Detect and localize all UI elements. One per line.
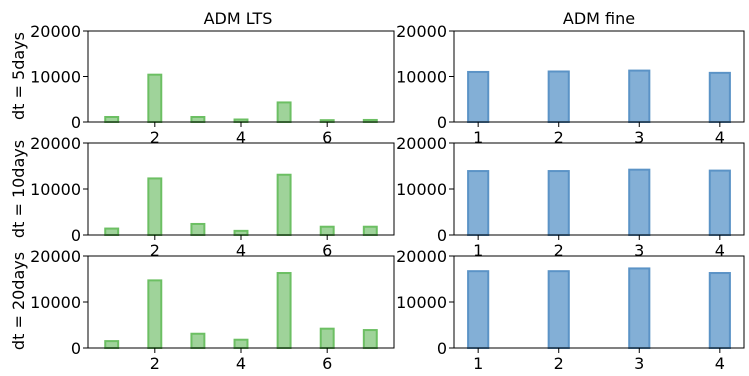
axes-frame-fine_20 <box>453 255 745 349</box>
axes-frame-fine_5 <box>453 30 745 123</box>
panel-lts_5: 0 10000 20000 2 4 6 <box>30 22 395 147</box>
ytick-label-fine_20-0: 0 <box>437 339 447 358</box>
panel-lts_20: 0 10000 20000 2 4 6 <box>30 247 395 373</box>
ytick-label-fine_5-2: 20000 <box>396 22 447 41</box>
bar-fine_20-1 <box>467 270 490 349</box>
bar-lts_5-5 <box>276 101 292 123</box>
ytick-label-lts_10-2: 20000 <box>30 134 81 153</box>
ytick-label-fine_10-1: 10000 <box>396 180 447 199</box>
xtick-label-fine_5-0: 1 <box>473 128 483 147</box>
xtick-label-fine_10-2: 3 <box>634 241 644 260</box>
panel-fine_20: 0 10000 20000 1 2 3 4 <box>396 247 745 373</box>
xtick-label-fine_5-2: 3 <box>634 128 644 147</box>
ytick-label-fine_5-0: 0 <box>437 113 447 132</box>
xtick-label-fine_20-1: 2 <box>554 354 564 372</box>
bar-lts_5-1 <box>104 115 120 124</box>
ytick-label-lts_10-0: 0 <box>71 226 81 245</box>
ytick-label-lts_5-2: 20000 <box>30 22 81 41</box>
row-label-5days: dt = 5days <box>9 32 28 120</box>
bar-lts_20-1 <box>104 340 120 350</box>
xtick-label-fine_10-0: 1 <box>473 241 483 260</box>
ytick-label-fine_10-0: 0 <box>437 226 447 245</box>
ytick-label-lts_5-0: 0 <box>71 113 81 132</box>
bar-fine_20-3 <box>628 267 651 350</box>
bar-fine_5-1 <box>467 70 490 123</box>
xtick-label-lts_10-0: 2 <box>150 241 160 260</box>
bar-fine_10-4 <box>708 169 731 237</box>
xtick-label-fine_20-3: 4 <box>715 354 725 372</box>
xtick-label-lts_10-1: 4 <box>236 241 246 260</box>
xtick-label-lts_5-0: 2 <box>150 128 160 147</box>
ytick-label-lts_10-1: 10000 <box>30 180 81 199</box>
bar-lts_20-7 <box>362 329 378 349</box>
ytick-label-lts_20-0: 0 <box>71 339 81 358</box>
bar-fine_10-1 <box>467 170 490 236</box>
bar-lts_5-3 <box>190 115 206 124</box>
xtick-label-fine_20-0: 1 <box>473 354 483 372</box>
panel-fine_5: 0 10000 20000 1 2 3 4 <box>396 22 745 147</box>
bar-fine_10-3 <box>628 168 651 236</box>
bar-lts_20-3 <box>190 332 206 349</box>
ytick-label-lts_20-2: 20000 <box>30 247 81 266</box>
xtick-label-fine_5-3: 4 <box>715 128 725 147</box>
bar-lts_10-3 <box>190 222 206 237</box>
column-title-lts: ADM LTS <box>204 9 273 28</box>
bar-lts_20-2 <box>147 279 163 350</box>
xtick-label-fine_20-2: 3 <box>634 354 644 372</box>
ytick-label-lts_20-1: 10000 <box>30 293 81 312</box>
row-label-10days: dt = 10days <box>9 140 28 238</box>
xtick-label-lts_5-1: 4 <box>236 128 246 147</box>
xtick-label-lts_10-2: 6 <box>322 241 332 260</box>
ytick-label-fine_5-1: 10000 <box>396 68 447 87</box>
xtick-label-lts_5-2: 6 <box>322 128 332 147</box>
panel-lts_10: 0 10000 20000 2 4 6 <box>30 134 395 260</box>
xtick-label-lts_20-2: 6 <box>322 354 332 372</box>
xtick-label-fine_10-3: 4 <box>715 241 725 260</box>
bar-fine_10-2 <box>547 170 570 236</box>
xtick-label-lts_20-1: 4 <box>236 354 246 372</box>
bar-lts_20-5 <box>276 272 292 349</box>
ytick-label-fine_10-2: 20000 <box>396 134 447 153</box>
ytick-label-lts_5-1: 10000 <box>30 68 81 87</box>
bar-fine_20-4 <box>708 272 731 349</box>
row-label-20days: dt = 20days <box>9 252 28 350</box>
axes-frame-fine_10 <box>453 142 745 236</box>
bar-lts_5-2 <box>147 73 163 123</box>
bar-fine_20-2 <box>547 270 570 349</box>
bar-lts_10-6 <box>319 225 335 237</box>
xtick-label-fine_5-1: 2 <box>554 128 564 147</box>
bar-fine_5-3 <box>628 69 651 123</box>
bar-lts_10-4 <box>233 229 249 237</box>
xtick-label-fine_10-1: 2 <box>554 241 564 260</box>
axes-frame-lts_20 <box>87 255 395 349</box>
axes-frame-lts_5 <box>87 30 395 123</box>
bar-lts_10-5 <box>276 173 292 237</box>
bar-fine_5-4 <box>708 71 731 123</box>
bar-lts_10-7 <box>362 225 378 237</box>
bar-lts_10-2 <box>147 177 163 236</box>
bar-lts_10-1 <box>104 227 120 236</box>
xtick-label-lts_20-0: 2 <box>150 354 160 372</box>
ytick-label-fine_20-2: 20000 <box>396 247 447 266</box>
bar-lts_20-6 <box>319 327 335 349</box>
ytick-label-fine_20-1: 10000 <box>396 293 447 312</box>
column-title-fine: ADM fine <box>563 9 635 28</box>
axes-frame-lts_10 <box>87 142 395 236</box>
panel-fine_10: 0 10000 20000 1 2 3 4 <box>396 134 745 260</box>
bar-lts_20-4 <box>233 338 249 350</box>
bar-fine_5-2 <box>547 70 570 124</box>
